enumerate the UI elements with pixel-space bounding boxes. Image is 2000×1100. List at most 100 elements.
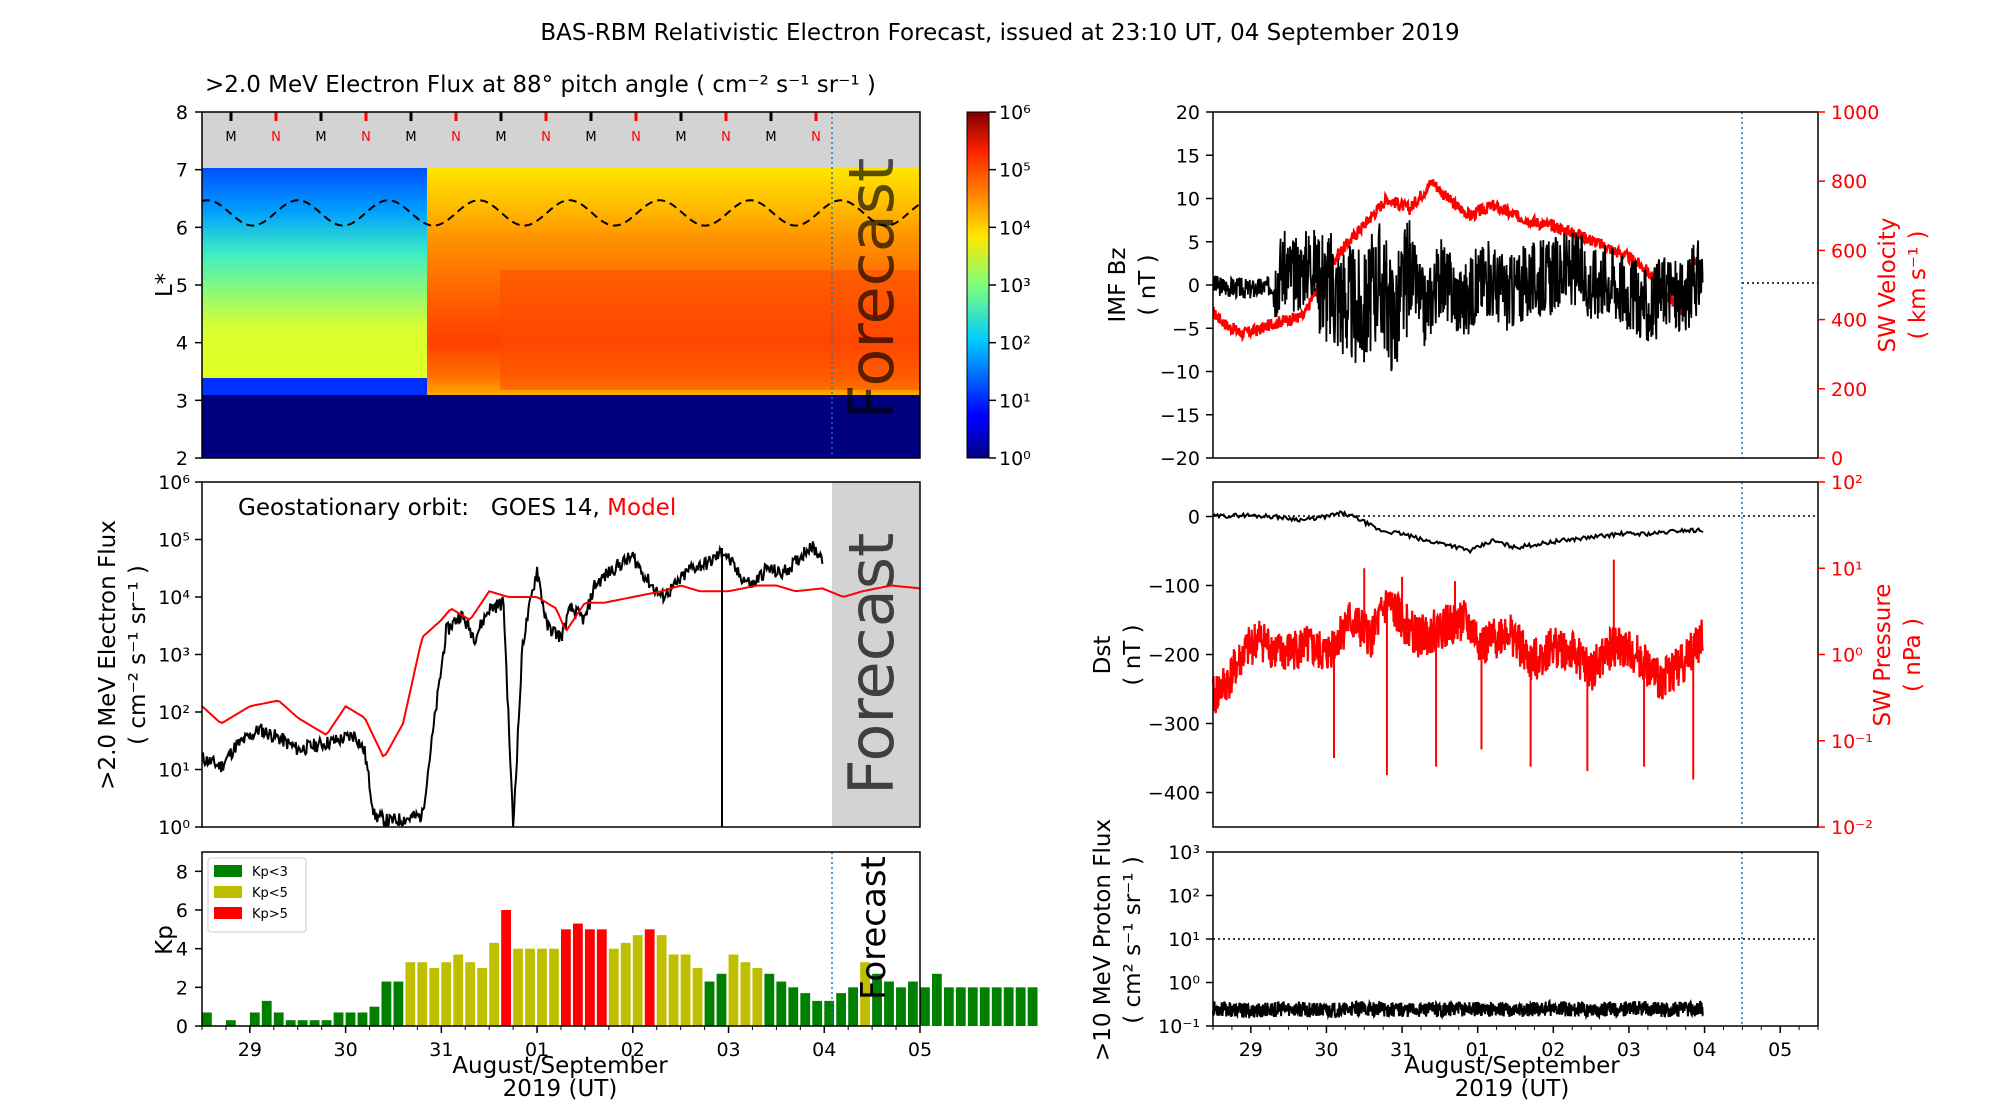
- kp-bar: [1003, 987, 1014, 1026]
- kp-bar: [549, 948, 559, 1026]
- kp-bar: [1015, 987, 1026, 1026]
- kp-bar: [620, 942, 631, 1026]
- kp-ytick-label: 8: [176, 861, 188, 883]
- geo-ytick-label: 10⁰: [158, 817, 190, 839]
- kp-bar: [477, 968, 488, 1026]
- geo-ylabel-line2: ( cm⁻² s⁻¹ sr⁻¹ ): [125, 565, 151, 745]
- left-xlabel-line1: August/September: [452, 1053, 668, 1079]
- swv-right-tick-label: 600: [1831, 240, 1867, 262]
- kp-bar: [896, 987, 906, 1026]
- kp-bar: [955, 987, 966, 1026]
- geo-ytick-label: 10⁴: [158, 587, 190, 609]
- kp-bar: [429, 968, 440, 1026]
- colorbar-tick-label: 10⁶: [999, 102, 1031, 124]
- swp-right-tick-label: 10²: [1831, 472, 1863, 494]
- kp-ytick-label: 2: [176, 977, 188, 999]
- mn-marker-label: N: [361, 130, 371, 145]
- kp-bar: [261, 1000, 272, 1026]
- kp-bar: [489, 942, 500, 1026]
- proton-ytick-label: 10¹: [1168, 929, 1200, 951]
- kp-bar: [632, 935, 643, 1026]
- geo-y-ticks: 10⁰ 10¹ 10² 10³ 10⁴ 10⁵ 10⁶: [158, 472, 202, 839]
- kp-bar: [824, 1000, 835, 1026]
- swv-right-tick-label: 800: [1831, 171, 1867, 193]
- kp-xtick-label: 29: [238, 1039, 262, 1061]
- geo-annotation: Geostationary orbit: GOES 14, Model: [238, 495, 676, 521]
- geo-annotation-prefix: Geostationary orbit: GOES 14,: [238, 495, 607, 521]
- lstar-heatmap-panel: >2.0 MeV Electron Flux at 88° pitch angl…: [152, 72, 1031, 470]
- kp-bar: [405, 962, 416, 1026]
- swv-ylabel-line1: SW Velocity: [1875, 218, 1901, 353]
- geo-ytick-label: 10¹: [158, 760, 190, 782]
- heatmap-ylabel: L*: [152, 273, 178, 297]
- kp-xtick-label: 03: [716, 1039, 740, 1061]
- kp-bar: [800, 993, 811, 1026]
- mn-marker-label: M: [315, 130, 326, 145]
- proton-ytick-label: 10²: [1168, 886, 1200, 908]
- proton-xtick-label: 30: [1314, 1039, 1338, 1061]
- mn-marker-label: M: [405, 130, 416, 145]
- proton-ytick-label: 10⁰: [1168, 973, 1200, 995]
- kp-bar: [728, 954, 739, 1026]
- kp-bar: [441, 962, 452, 1026]
- kp-bar: [357, 1012, 368, 1026]
- colorbar-ticks: 10⁰ 10¹ 10² 10³ 10⁴ 10⁵ 10⁶: [989, 102, 1031, 470]
- kp-bar: [740, 962, 751, 1026]
- imf-left-tick-label: −5: [1172, 318, 1200, 340]
- swp-right-tick-label: 10⁻²: [1831, 817, 1873, 839]
- geo-forecast-band: [832, 482, 920, 827]
- dst-left-ticks: −400 −300 −200 −100 0: [1148, 507, 1213, 805]
- imf-left-tick-label: 0: [1188, 275, 1200, 297]
- swp-right-tick-label: 10⁻¹: [1831, 731, 1873, 753]
- kp-legend-label-3: Kp>5: [252, 907, 288, 922]
- swp-ylabel-line1: SW Pressure: [1870, 584, 1896, 727]
- kp-bar: [1027, 987, 1038, 1026]
- imf-left-tick-label: 5: [1188, 232, 1200, 254]
- proton-ylabel-line2: ( cm² s⁻¹ sr⁻¹ ): [1120, 856, 1146, 1024]
- mn-marker-label: M: [585, 130, 596, 145]
- kp-legend-swatch-red: [214, 907, 242, 919]
- kp-bar: [572, 923, 583, 1026]
- kp-x-ticks: 29 30 31 01 02 03 04 05: [201, 1026, 932, 1061]
- geo-annotation-model: Model: [607, 495, 676, 521]
- kp-bar: [848, 987, 859, 1026]
- geo-ytick-label: 10⁶: [158, 472, 190, 494]
- proton-x-ticks: 29 30 31 01 02 03 04 05: [1212, 1026, 1819, 1061]
- kp-bar: [537, 948, 547, 1026]
- heatmap-ytick-label: 3: [176, 390, 188, 412]
- kp-bar: [704, 981, 715, 1026]
- kp-bar: [202, 1012, 212, 1026]
- kp-bar: [453, 954, 464, 1026]
- geo-flux-panel: Forecast Geostationary orbit: GOES 14, M…: [95, 472, 921, 839]
- heatmap-slot-edge: [202, 378, 427, 395]
- kp-bar: [836, 993, 847, 1026]
- kp-bar: [920, 987, 930, 1026]
- imf-left-tick-label: 10: [1176, 189, 1200, 211]
- proton-y-ticks: 10⁻¹ 10⁰ 10¹ 10² 10³: [1158, 842, 1213, 1038]
- kp-bar: [321, 1020, 332, 1026]
- proton-xtick-label: 04: [1692, 1039, 1716, 1061]
- colorbar-tick-label: 10²: [999, 333, 1031, 355]
- kp-bar: [764, 973, 775, 1026]
- swp-ylabel-line2: ( nPa ): [1900, 618, 1926, 692]
- heatmap-y-ticks: 2 3 4 5 6 7 8: [176, 102, 202, 470]
- kp-ytick-label: 4: [176, 939, 188, 961]
- kp-bar: [716, 973, 727, 1026]
- mn-marker-label: M: [765, 130, 776, 145]
- proton-xtick-label: 31: [1390, 1039, 1414, 1061]
- mn-marker-label: M: [675, 130, 686, 145]
- proton-panel: 10⁻¹ 10⁰ 10¹ 10² 10³ 29 30 31 01 02 03 04 05 >10 Me…: [1090, 819, 1819, 1100]
- kp-bar: [872, 973, 882, 1026]
- kp-bar: [967, 987, 978, 1026]
- kp-bar: [752, 968, 763, 1026]
- mn-marker-label: N: [541, 130, 551, 145]
- heatmap-ytick-label: 7: [176, 160, 188, 182]
- kp-bar: [931, 973, 942, 1026]
- right-xlabel-line2: 2019 (UT): [1455, 1076, 1570, 1100]
- colorbar-tick-label: 10³: [999, 275, 1031, 297]
- figure-title: BAS-RBM Relativistic Electron Forecast, …: [540, 20, 1459, 46]
- kp-legend-label-1: Kp<3: [252, 865, 288, 880]
- kp-bar: [812, 1000, 823, 1026]
